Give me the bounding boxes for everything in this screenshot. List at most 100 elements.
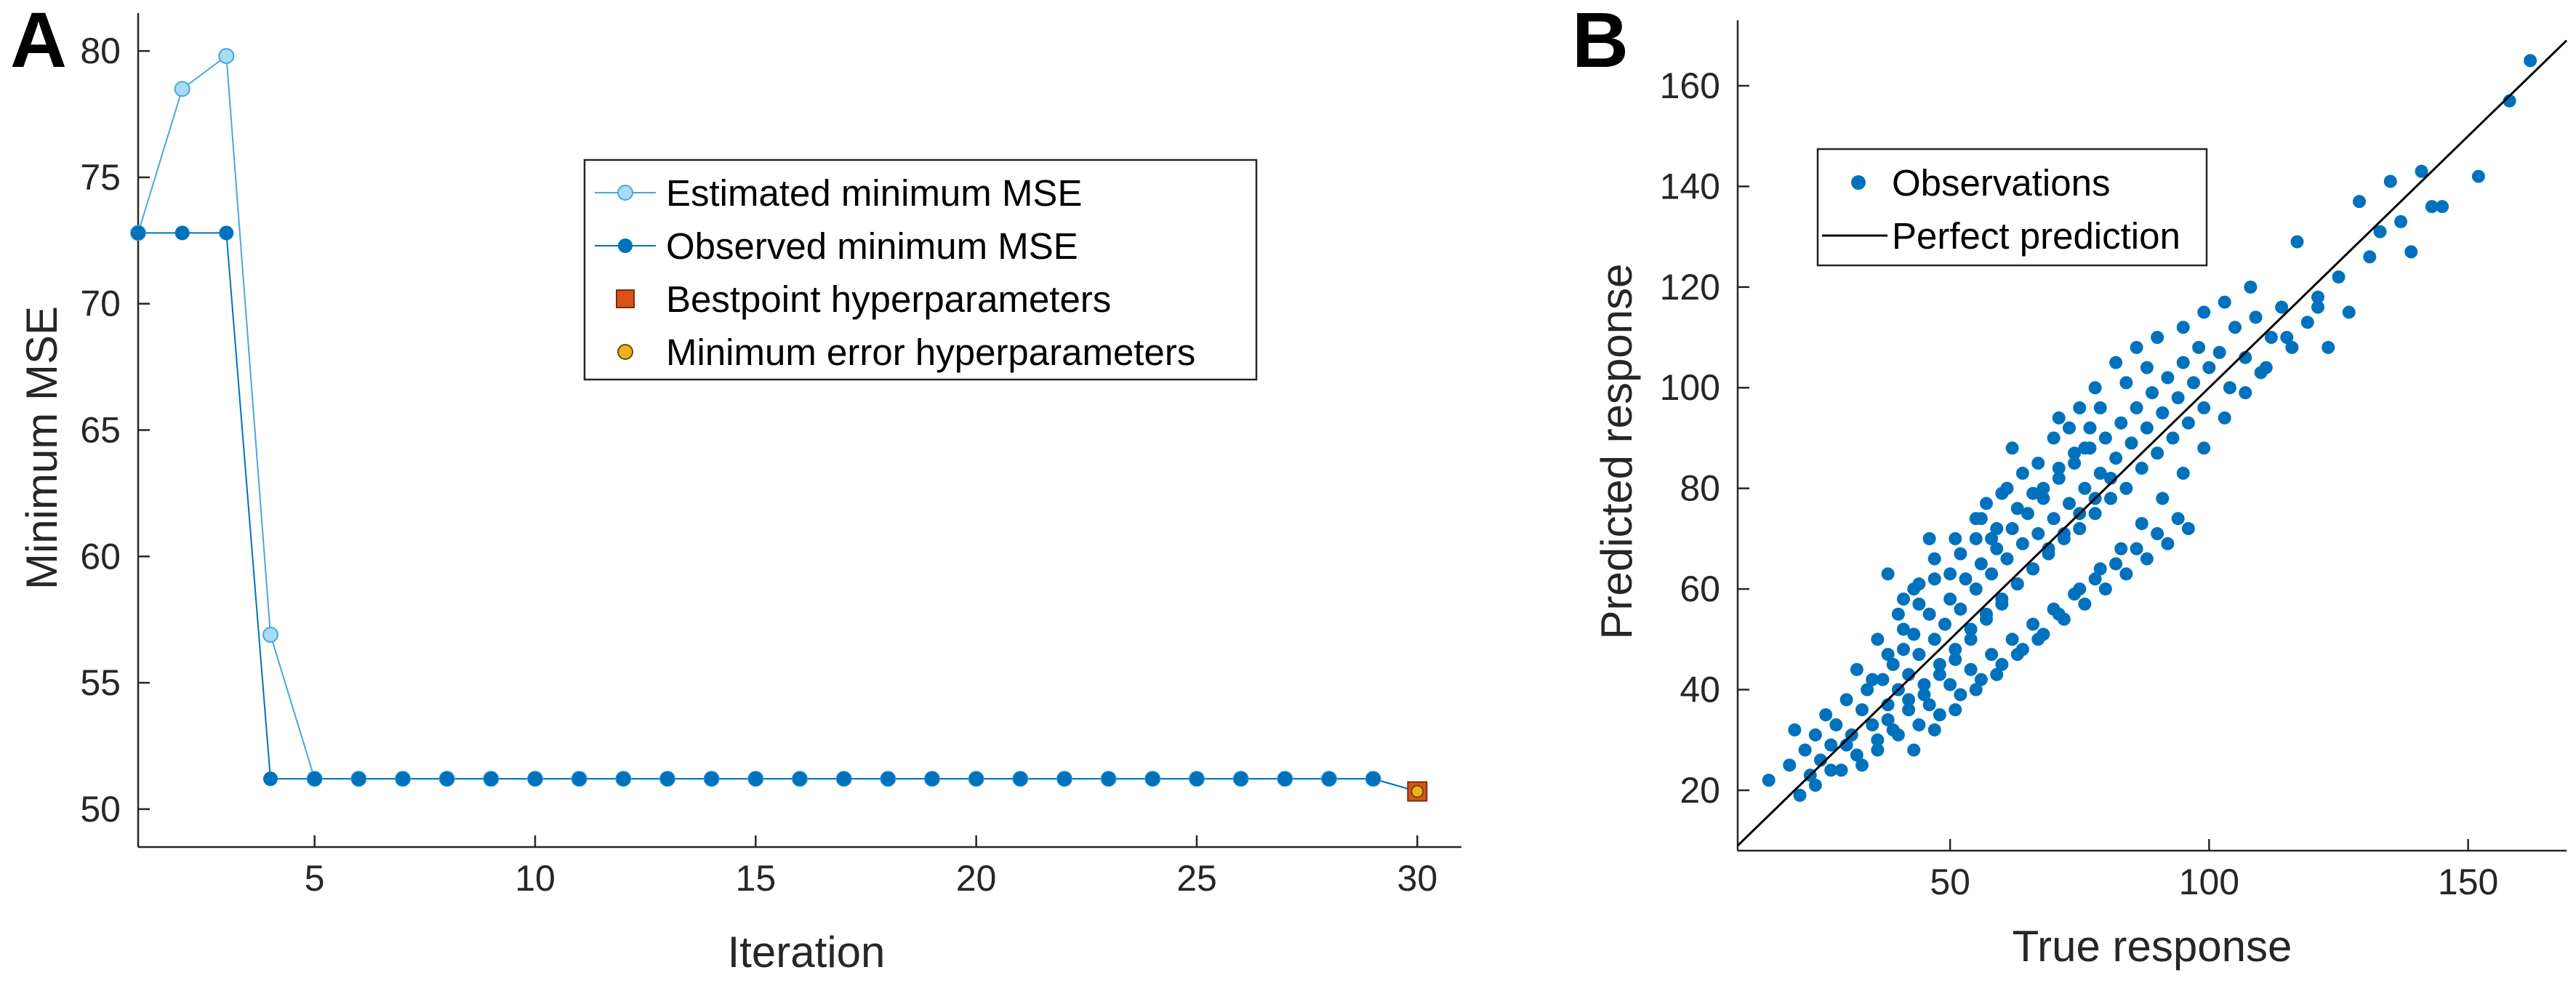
observation-point bbox=[2083, 421, 2097, 435]
observed-min-mse-point bbox=[748, 771, 763, 787]
observation-point bbox=[1943, 592, 1957, 606]
observation-point bbox=[2436, 200, 2449, 214]
observation-point bbox=[1933, 708, 1946, 722]
observation-point bbox=[2073, 401, 2087, 414]
observation-point bbox=[1938, 617, 1951, 631]
estimated-min-mse-point bbox=[174, 81, 190, 97]
observation-point bbox=[1995, 486, 2009, 500]
observation-point bbox=[2311, 290, 2324, 304]
observation-point bbox=[2093, 466, 2107, 480]
observation-point bbox=[2192, 340, 2206, 354]
legend-min-error-label: Minimum error hyperparameters bbox=[666, 332, 1195, 373]
observation-point bbox=[2166, 431, 2180, 445]
observation-point bbox=[1902, 703, 1916, 717]
observation-point bbox=[2026, 562, 2040, 576]
observation-point bbox=[1897, 643, 1910, 657]
observation-point bbox=[2073, 522, 2087, 536]
legend-observations-label: Observations bbox=[1892, 162, 2110, 204]
observation-point bbox=[1980, 612, 1993, 626]
observation-point bbox=[2363, 250, 2377, 264]
observation-point bbox=[2135, 517, 2148, 531]
observation-point bbox=[2135, 461, 2148, 475]
observation-point bbox=[1949, 652, 1962, 666]
observation-point bbox=[1788, 723, 1802, 737]
observed-min-mse-point bbox=[1365, 771, 1381, 787]
observed-min-mse-point bbox=[439, 771, 454, 787]
panel-b-observations bbox=[1762, 54, 2537, 802]
estimated-min-mse-point bbox=[262, 627, 278, 643]
observation-point bbox=[2068, 446, 2082, 460]
observed-min-mse-point bbox=[1013, 771, 1028, 787]
observation-point bbox=[2249, 310, 2263, 324]
observed-min-mse-point bbox=[704, 771, 719, 787]
observation-point bbox=[2119, 481, 2133, 495]
legend-observed-marker bbox=[618, 238, 633, 253]
observed-min-mse-point bbox=[968, 771, 984, 787]
observed-min-mse-point bbox=[1277, 771, 1293, 787]
observation-point bbox=[2104, 492, 2117, 505]
observation-point bbox=[2264, 331, 2278, 345]
observation-point bbox=[1762, 774, 1775, 787]
observation-point bbox=[1949, 703, 1962, 717]
observation-point bbox=[1954, 688, 1967, 702]
observation-point bbox=[1922, 607, 1936, 621]
observation-point bbox=[1839, 693, 1853, 707]
panel-b-legend-box bbox=[1816, 148, 2208, 267]
observation-point bbox=[2031, 526, 2045, 540]
observation-point bbox=[2280, 331, 2294, 345]
observation-point bbox=[2005, 441, 2019, 455]
observation-point bbox=[2322, 340, 2335, 354]
observation-point bbox=[2181, 416, 2195, 430]
observation-point bbox=[2005, 522, 2019, 536]
observation-point bbox=[1897, 622, 1910, 636]
panel-a-legend: Estimated minimum MSE Observed minimum M… bbox=[583, 159, 1258, 381]
observation-point bbox=[2109, 452, 2123, 465]
observation-point bbox=[2119, 567, 2133, 581]
observation-point bbox=[2161, 371, 2175, 385]
observation-point bbox=[2005, 633, 2019, 646]
observation-point bbox=[1969, 683, 1983, 697]
observation-point bbox=[1969, 531, 1983, 545]
observation-point bbox=[2197, 401, 2211, 414]
observation-point bbox=[2093, 401, 2107, 414]
observation-point bbox=[2052, 607, 2066, 621]
observation-point bbox=[1897, 592, 1910, 606]
observation-point bbox=[2151, 526, 2164, 540]
observation-point bbox=[1907, 627, 1921, 641]
panel-a-y-tick-label: 75 bbox=[80, 157, 121, 198]
panel-b-x-tick-label: 150 bbox=[2438, 862, 2498, 902]
observed-min-mse-point bbox=[1233, 771, 1248, 787]
observed-min-mse-point bbox=[1145, 771, 1160, 787]
observation-point bbox=[1850, 748, 1863, 762]
observation-point bbox=[1876, 673, 1890, 686]
panel-a-series-points bbox=[130, 48, 1428, 802]
observation-point bbox=[2114, 542, 2128, 555]
estimated-min-mse-point bbox=[218, 48, 235, 65]
observation-point bbox=[1927, 723, 1941, 737]
observation-point bbox=[1855, 758, 1869, 772]
observation-point bbox=[1974, 557, 1988, 571]
observation-point bbox=[2037, 481, 2050, 495]
observation-point bbox=[1995, 597, 2009, 611]
observation-point bbox=[1985, 648, 1999, 662]
observation-point bbox=[2394, 214, 2407, 228]
observation-point bbox=[2015, 466, 2029, 480]
observation-point bbox=[2300, 316, 2314, 329]
observation-point bbox=[1969, 582, 1983, 596]
observation-point bbox=[1949, 643, 1962, 657]
observation-point bbox=[1985, 531, 1999, 545]
observation-point bbox=[2119, 376, 2133, 390]
observation-point bbox=[2078, 441, 2092, 455]
observation-point bbox=[1907, 582, 1921, 596]
panel-a-axes: 5 10 15 20 25 30 50 55 60 65 70 75 80 bbox=[80, 13, 1461, 899]
observation-point bbox=[2285, 340, 2299, 354]
observation-point bbox=[1954, 602, 1967, 616]
panel-a-x-tick-label: 30 bbox=[1397, 858, 1438, 899]
observation-point bbox=[2015, 537, 2029, 550]
observation-point bbox=[2140, 361, 2154, 374]
observation-point bbox=[1912, 597, 1926, 611]
observation-point bbox=[2026, 617, 2040, 631]
legend-estimated-marker bbox=[617, 185, 633, 201]
panel-b-legend: Observations Perfect prediction bbox=[1816, 148, 2208, 267]
observation-point bbox=[2010, 502, 2024, 515]
